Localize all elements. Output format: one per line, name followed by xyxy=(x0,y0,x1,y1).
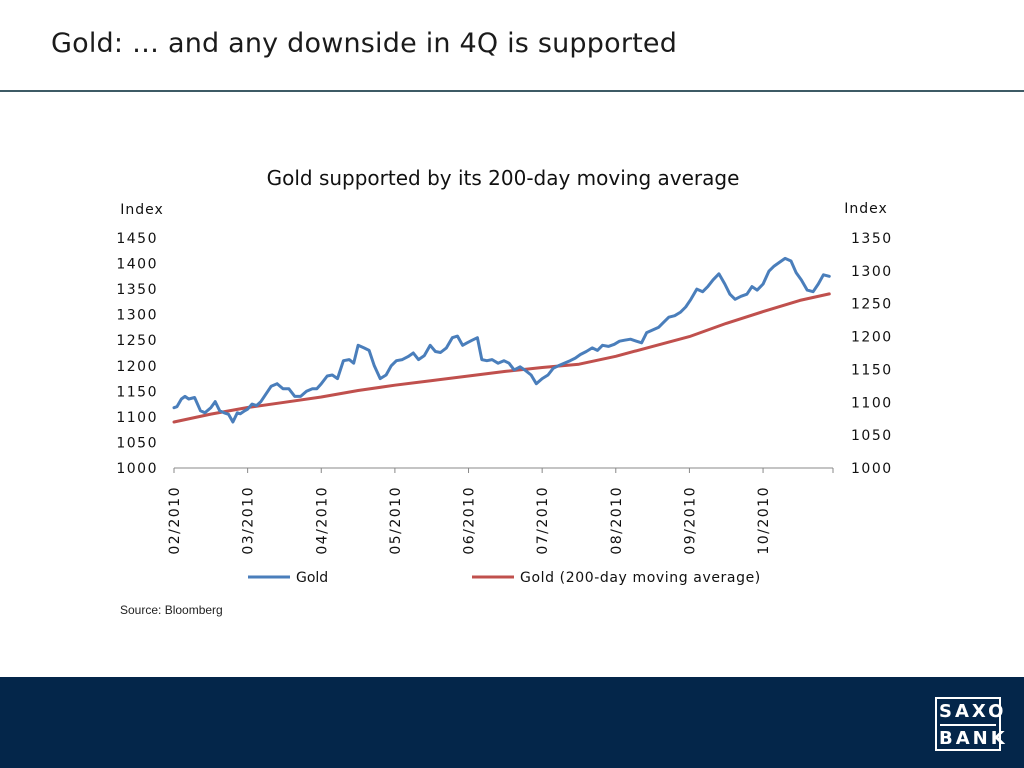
x-tick-label: 10/2010 xyxy=(756,486,772,555)
left-tick-label: 1150 xyxy=(116,384,158,400)
x-axis-ticks: 02/2010 03/2010 04/2010 05/2010 06/2010 07/20… xyxy=(167,468,834,555)
left-axis-label: Index xyxy=(120,202,164,218)
left-tick-label: 1450 xyxy=(116,231,158,247)
slide-title: Gold: … and any downside in 4Q is suppor… xyxy=(51,28,678,59)
x-tick-label: 03/2010 xyxy=(241,486,257,555)
left-tick-label: 1300 xyxy=(116,308,158,324)
moving-average-line xyxy=(172,292,831,424)
right-tick-label: 1100 xyxy=(851,395,893,411)
title-rule xyxy=(0,90,1024,92)
legend-label-ma: Gold (200-day moving average) xyxy=(520,570,761,586)
right-axis-ticks: 1000 1050 1100 1150 1200 1250 1300 1350 xyxy=(851,231,893,477)
right-tick-label: 1200 xyxy=(851,330,893,346)
saxo-bank-logo: SAXO BANK xyxy=(935,697,1008,751)
logo-divider xyxy=(940,724,996,726)
left-tick-label: 1350 xyxy=(116,282,158,298)
footer-band xyxy=(0,677,1024,768)
source-note: Source: Bloomberg xyxy=(120,603,223,617)
left-axis-ticks: 1000 1050 1100 1150 1200 1250 1300 1350 1400 1450 xyxy=(116,231,158,477)
gold-chart: Gold supported by its 200-day moving ave… xyxy=(116,166,893,586)
chart-title: Gold supported by its 200-day moving ave… xyxy=(267,166,740,190)
left-tick-label: 1200 xyxy=(116,359,158,375)
x-tick-label: 09/2010 xyxy=(682,486,698,555)
left-tick-label: 1050 xyxy=(116,435,158,451)
logo-line-1: SAXO xyxy=(939,701,1007,722)
x-tick-label: 04/2010 xyxy=(314,486,330,555)
right-tick-label: 1250 xyxy=(851,297,893,313)
series-layer xyxy=(172,256,831,424)
left-tick-label: 1000 xyxy=(116,461,158,477)
left-tick-label: 1100 xyxy=(116,410,158,426)
x-tick-label: 02/2010 xyxy=(167,486,183,555)
gold-line xyxy=(172,256,831,424)
left-tick-label: 1400 xyxy=(116,257,158,273)
left-tick-label: 1250 xyxy=(116,333,158,349)
legend: Gold Gold (200-day moving average) xyxy=(248,570,761,586)
right-tick-label: 1300 xyxy=(851,264,893,280)
right-tick-label: 1350 xyxy=(851,231,893,247)
right-tick-label: 1050 xyxy=(851,428,893,444)
right-tick-label: 1000 xyxy=(851,461,893,477)
x-tick-label: 07/2010 xyxy=(535,486,551,555)
right-axis-label: Index xyxy=(844,201,888,217)
x-tick-label: 05/2010 xyxy=(388,486,404,555)
x-tick-label: 06/2010 xyxy=(462,486,478,555)
legend-label-gold: Gold xyxy=(296,570,328,586)
logo-line-2: BANK xyxy=(939,728,1008,749)
x-tick-label: 08/2010 xyxy=(609,486,625,555)
right-tick-label: 1150 xyxy=(851,362,893,378)
